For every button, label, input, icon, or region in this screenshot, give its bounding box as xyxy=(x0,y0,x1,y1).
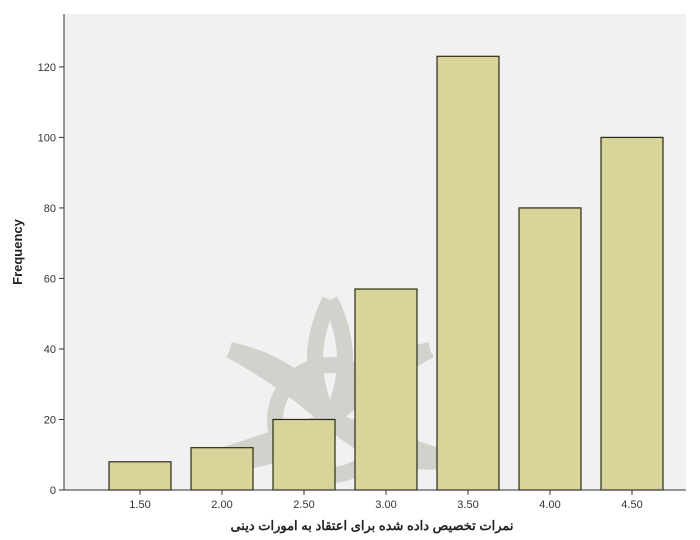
y-tick-label: 40 xyxy=(44,344,56,356)
bar-3.00 xyxy=(354,288,418,491)
x-tick-label: 1.50 xyxy=(129,499,150,511)
bar-4.00 xyxy=(518,207,582,491)
x-tick-label: 3.00 xyxy=(375,499,396,511)
bar-2.50 xyxy=(272,418,336,491)
y-tick-label: 0 xyxy=(50,485,56,497)
bar-1.50 xyxy=(108,461,172,491)
x-tick-label: 4.50 xyxy=(621,499,642,511)
x-axis-title: نمرات تخصیص داده شده برای اعتقاد به امور… xyxy=(230,518,513,534)
bars xyxy=(108,55,664,491)
bar-2.00 xyxy=(190,447,254,491)
x-tick-label: 4.00 xyxy=(539,499,560,511)
x-axis-ticks: 1.50 2.00 2.50 3.00 3.50 4.00 4.50 xyxy=(129,490,643,511)
y-tick-label: 60 xyxy=(44,273,56,285)
y-tick-label: 120 xyxy=(38,62,56,74)
x-tick-label: 2.50 xyxy=(293,499,314,511)
x-tick-label: 2.00 xyxy=(211,499,232,511)
y-tick-label: 80 xyxy=(44,203,56,215)
x-tick-label: 3.50 xyxy=(457,499,478,511)
bar-4.50 xyxy=(600,136,664,491)
y-axis-title: Frequency xyxy=(10,218,25,285)
y-axis-ticks: 0 20 40 60 80 100 120 xyxy=(38,62,64,497)
y-tick-label: 100 xyxy=(38,132,56,144)
bar-3.50 xyxy=(436,55,500,491)
y-tick-label: 20 xyxy=(44,414,56,426)
